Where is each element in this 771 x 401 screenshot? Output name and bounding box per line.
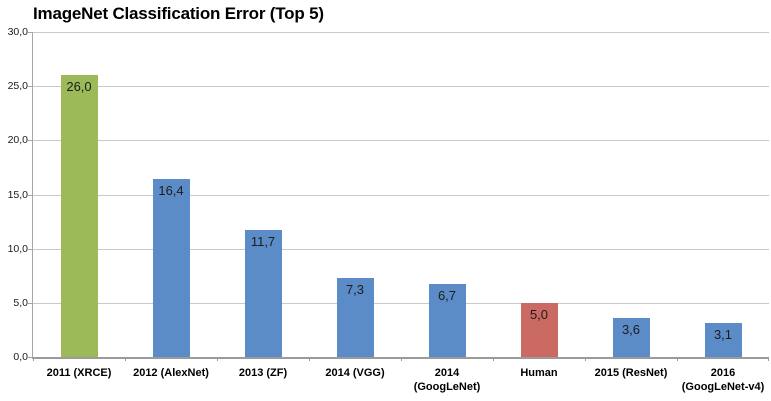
gridline [33, 86, 769, 88]
y-axis-tick-label: 0,0 [13, 351, 28, 363]
x-axis-category-label: 2012 (AlexNet) [133, 367, 209, 379]
x-axis-tick [309, 357, 310, 361]
gridline [33, 194, 769, 196]
x-axis-tick [677, 357, 678, 361]
x-axis-tick [401, 357, 402, 361]
y-axis-tick-label: 15,0 [7, 188, 28, 201]
bar: 16,4 [152, 179, 190, 357]
bar-value-label: 5,0 [529, 306, 549, 322]
bar: 3,6 [612, 318, 650, 357]
y-axis-tick [28, 86, 32, 88]
gridline [33, 248, 769, 250]
gridline [33, 140, 769, 142]
x-axis-category-label: 2011 (XRCE) [46, 367, 112, 379]
x-axis-category-label: Human [520, 367, 558, 379]
y-axis-tick [28, 248, 32, 250]
bar: 3,1 [704, 323, 742, 357]
y-axis-tick-label: 25,0 [7, 80, 28, 93]
bar-value-label: 26,0 [66, 79, 92, 95]
bar: 26,0 [60, 75, 98, 357]
x-axis-category-label: 2015 (ResNet) [594, 367, 668, 379]
y-axis-tick [28, 357, 32, 358]
gridline [33, 302, 769, 304]
y-axis-tick [28, 32, 32, 33]
y-axis-tick [28, 302, 32, 304]
x-axis-tick [33, 357, 34, 361]
bar-value-label: 6,7 [437, 288, 457, 304]
bar-value-label: 3,6 [621, 322, 641, 337]
x-axis-tick [125, 357, 126, 361]
y-axis-tick-label: 10,0 [7, 242, 28, 255]
bar-value-label: 11,7 [250, 234, 276, 250]
x-axis-category-label: 2014 (GoogLeNet) [413, 367, 481, 393]
y-axis-tick [28, 194, 32, 196]
y-axis-tick-label: 30,0 [7, 26, 28, 38]
x-axis-category-label: 2014 (VGG) [325, 367, 385, 379]
bar-value-label: 16,4 [158, 183, 184, 199]
bar-value-label: 3,1 [713, 327, 733, 343]
x-axis-category-label: 2013 (ZF) [238, 367, 288, 379]
x-axis-category-label: 2016 (GoogLeNet-v4) [681, 367, 765, 393]
bar: 6,7 [428, 284, 466, 357]
y-axis-tick [28, 140, 32, 142]
bar: 7,3 [336, 277, 374, 357]
y-axis-tick-label: 20,0 [7, 134, 28, 147]
x-axis-tick [493, 357, 494, 361]
x-axis-tick [768, 357, 769, 361]
chart-title: ImageNet Classification Error (Top 5) [33, 4, 324, 23]
plot-area: 26,0 16,4 11,7 7,3 6,7 5,0 3,6 3,1 2011 (XRCE) 20… [32, 32, 769, 393]
gridline [33, 32, 769, 33]
bar-value-label: 7,3 [345, 281, 365, 297]
bar: 5,0 [520, 302, 558, 357]
x-axis-tick [585, 357, 586, 361]
bar: 11,7 [244, 230, 282, 357]
x-axis-tick [217, 357, 218, 361]
y-axis-tick-label: 5,0 [13, 296, 28, 309]
